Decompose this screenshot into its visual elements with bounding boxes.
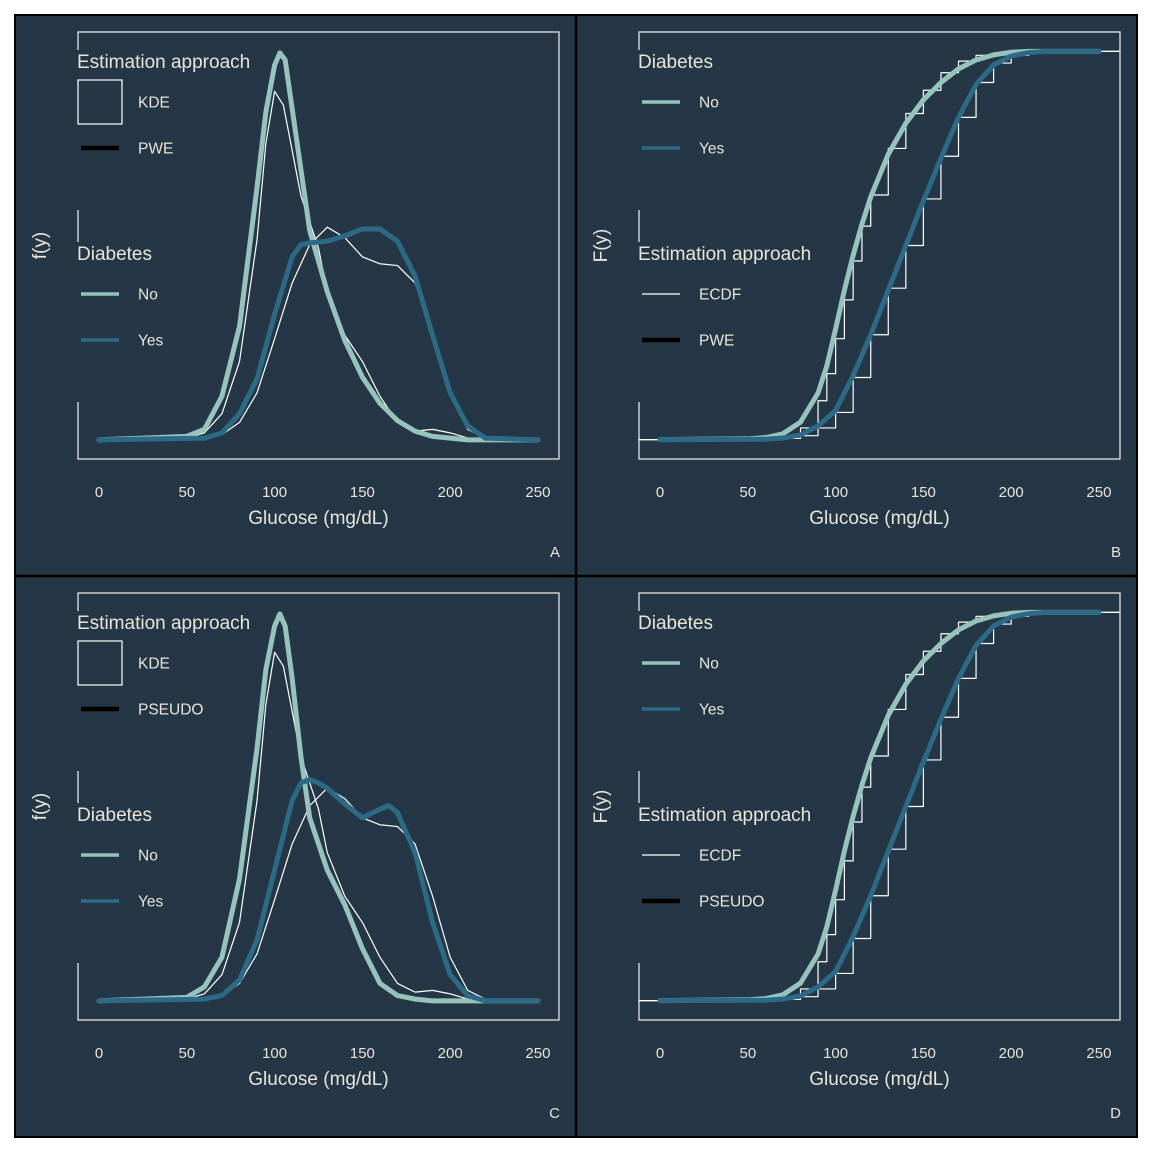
x-tick-label: 150 <box>911 1045 936 1062</box>
x-tick-label: 100 <box>823 484 848 501</box>
legend-backdrop <box>637 611 643 771</box>
x-tick-label: 200 <box>438 1045 463 1062</box>
x-tick-label: 200 <box>438 484 463 501</box>
series-kde-yes-line <box>98 787 539 1002</box>
x-tick-label: 150 <box>911 484 936 501</box>
legend-title: Estimation approach <box>638 244 811 265</box>
x-tick-label: 50 <box>178 1045 195 1062</box>
legend-label: No <box>699 95 719 112</box>
legend-label: Yes <box>138 894 164 911</box>
x-tick-label: 150 <box>350 484 375 501</box>
x-tick-label: 250 <box>525 484 550 501</box>
series-ecdf-no-line <box>638 50 1121 441</box>
series-pseudo-no-line <box>657 609 1102 1004</box>
x-tick-label: 100 <box>262 484 287 501</box>
legend-backdrop <box>76 611 82 771</box>
x-tick-label: 0 <box>656 484 664 501</box>
legend-label: PWE <box>699 333 734 350</box>
legend: Diabetes No Yes Estimation approach ECDF PWE <box>637 50 811 402</box>
series-pwe-no-line <box>657 48 1102 443</box>
x-tick-label: 250 <box>525 1045 550 1062</box>
legend-label: No <box>699 656 719 673</box>
x-tick-label: 0 <box>95 484 103 501</box>
y-axis-label: F(y) <box>591 790 612 824</box>
x-tick-label: 100 <box>823 1045 848 1062</box>
series-kde-no-line <box>98 651 539 1002</box>
series-ecdf-yes-line <box>638 611 1121 1002</box>
legend-label: Yes <box>138 333 164 350</box>
x-tick-label: 50 <box>178 484 195 501</box>
legend-title: Diabetes <box>638 613 713 634</box>
x-axis-label: Glucose (mg/dL) <box>809 508 949 529</box>
panel-b: 0 50 100 150 200 250 Glucose (mg/dL) F(y) B Diabe… <box>591 31 1121 561</box>
panel-c: 0 50 100 150 200 250 Glucose (mg/dL) f(y) C Estim… <box>30 592 560 1122</box>
y-axis-label: F(y) <box>591 229 612 263</box>
legend-backdrop <box>76 803 82 963</box>
x-tick-label: 0 <box>656 1045 664 1062</box>
legend-label: KDE <box>138 95 170 112</box>
legend-label: KDE <box>138 656 170 673</box>
x-tick-label: 0 <box>95 1045 103 1062</box>
legend-key-box <box>77 79 123 125</box>
x-axis-label: Glucose (mg/dL) <box>248 1069 388 1090</box>
x-axis-label: Glucose (mg/dL) <box>248 508 388 529</box>
series-pwe-yes-line <box>96 226 541 443</box>
legend-label: No <box>138 287 158 304</box>
legend-backdrop <box>637 242 643 402</box>
legend-title: Estimation approach <box>77 52 250 73</box>
legend-label: PSEUDO <box>138 702 203 719</box>
x-tick-label: 150 <box>350 1045 375 1062</box>
x-tick-label: 100 <box>262 1045 287 1062</box>
legend-label: ECDF <box>699 287 741 304</box>
legend: Estimation approach KDE PWE Diabetes No Yes <box>76 50 250 402</box>
legend-label: ECDF <box>699 848 741 865</box>
legend-title: Estimation approach <box>77 613 250 634</box>
panel-a: 0 50 100 150 200 250 Glucose (mg/dL) f(y) A Estim… <box>30 31 560 561</box>
legend-backdrop <box>637 803 643 963</box>
y-axis-label: f(y) <box>30 793 51 820</box>
legend-title: Estimation approach <box>638 805 811 826</box>
y-axis-label: f(y) <box>30 232 51 259</box>
panel-tag: B <box>1111 544 1121 561</box>
series-pseudo-yes-line <box>657 609 1102 1004</box>
panel-tag: D <box>1110 1105 1121 1122</box>
series-ecdf-yes-line <box>638 50 1121 441</box>
legend-backdrop <box>637 50 643 210</box>
x-axis-label: Glucose (mg/dL) <box>809 1069 949 1090</box>
x-tick-label: 250 <box>1086 1045 1111 1062</box>
x-tick-label: 50 <box>739 484 756 501</box>
legend-label: PSEUDO <box>699 894 764 911</box>
legend-label: Yes <box>699 702 725 719</box>
legend-title: Diabetes <box>77 244 152 265</box>
series-kde-no-line <box>98 90 539 441</box>
legend-backdrop <box>76 50 82 210</box>
x-tick-label: 200 <box>999 484 1024 501</box>
panel-tag: C <box>549 1105 560 1122</box>
series-pwe-no-line <box>96 50 541 443</box>
legend: Diabetes No Yes Estimation approach ECDF PSEU… <box>637 611 811 963</box>
legend-label: PWE <box>138 141 173 158</box>
x-tick-label: 200 <box>999 1045 1024 1062</box>
panel-d: 0 50 100 150 200 250 Glucose (mg/dL) F(y) D Diabe… <box>591 592 1121 1122</box>
legend-title: Diabetes <box>77 805 152 826</box>
legend-key-box <box>77 640 123 686</box>
legend: Estimation approach KDE PSEUDO Diabetes No Ye… <box>76 611 250 963</box>
series-pwe-yes-line <box>657 48 1102 443</box>
panel-tag: A <box>550 544 560 561</box>
series-ecdf-no-line <box>638 611 1121 1002</box>
series-pseudo-yes-line <box>96 776 541 1004</box>
legend-backdrop <box>76 242 82 402</box>
legend-label: No <box>138 848 158 865</box>
legend-title: Diabetes <box>638 52 713 73</box>
x-tick-label: 50 <box>739 1045 756 1062</box>
x-tick-label: 250 <box>1086 484 1111 501</box>
legend-label: Yes <box>699 141 725 158</box>
series-pseudo-no-line <box>96 611 541 1004</box>
